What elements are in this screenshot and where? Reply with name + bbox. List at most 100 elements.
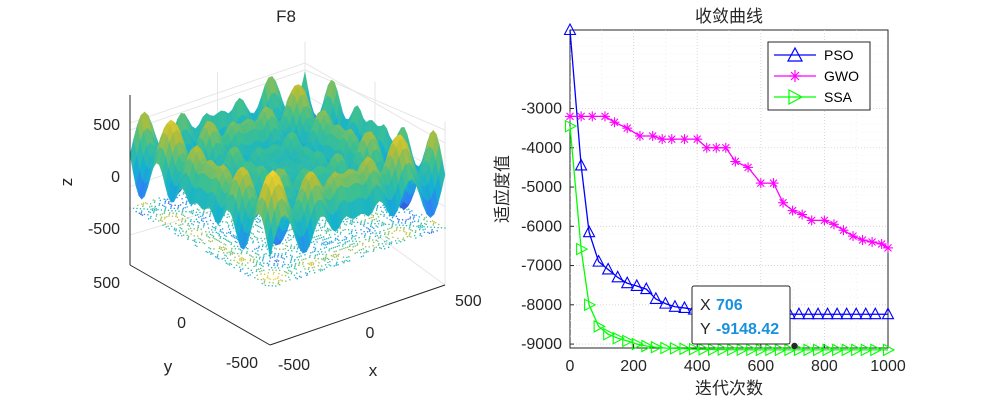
contour-point xyxy=(345,247,347,249)
contour-point xyxy=(388,215,391,217)
contour-point xyxy=(192,239,194,242)
contour-point xyxy=(173,207,176,210)
contour-point xyxy=(322,239,324,241)
contour-point xyxy=(367,227,370,230)
contour-point xyxy=(230,243,232,246)
contour-point xyxy=(406,235,409,238)
contour-point xyxy=(418,224,420,227)
contour-point xyxy=(253,265,255,268)
contour-point xyxy=(231,224,234,227)
contour-point xyxy=(324,258,326,260)
contour-point xyxy=(261,282,263,285)
contour-point xyxy=(224,259,227,262)
contour-point xyxy=(371,213,373,216)
contour-point xyxy=(375,239,377,241)
contour-point xyxy=(294,258,296,261)
contour-point xyxy=(351,236,353,238)
datatip[interactable]: X 706 Y -9148.42 xyxy=(691,285,798,350)
data-point-pso xyxy=(868,307,882,320)
data-point-ssa xyxy=(660,341,673,355)
contour-point xyxy=(363,223,365,226)
contour-point xyxy=(342,229,344,231)
contour-point xyxy=(250,232,253,234)
contour-point xyxy=(285,255,288,258)
contour-point xyxy=(373,241,375,244)
contour-point xyxy=(264,279,266,281)
contour-point xyxy=(399,241,402,243)
contour-point xyxy=(201,218,203,220)
contour-point xyxy=(290,245,292,248)
contour-point xyxy=(185,202,188,204)
contour-point xyxy=(410,221,412,224)
contour-point xyxy=(295,268,297,270)
contour-point xyxy=(387,246,390,249)
contour-point xyxy=(403,228,405,231)
contour-point xyxy=(271,256,274,259)
contour-point xyxy=(312,263,314,266)
contour-point xyxy=(155,209,157,212)
contour-point xyxy=(268,263,270,265)
contour-point xyxy=(156,213,158,216)
contour-point xyxy=(270,266,273,269)
contour-point xyxy=(256,274,258,277)
contour-point xyxy=(227,213,229,215)
data-point-pso xyxy=(830,307,844,320)
contour-point xyxy=(342,220,345,223)
contour-point xyxy=(326,227,329,230)
contour-point xyxy=(388,243,391,245)
contour-point xyxy=(240,258,243,261)
contour-point xyxy=(219,246,221,248)
contour-point xyxy=(409,217,411,220)
contour-point xyxy=(242,259,244,261)
contour-point xyxy=(346,221,348,223)
contour-point xyxy=(200,228,202,230)
contour-point xyxy=(296,277,298,280)
contour-point xyxy=(371,239,374,241)
contour-point xyxy=(322,253,324,255)
contour-point xyxy=(273,255,276,258)
contour-point xyxy=(348,248,350,251)
contour-point xyxy=(164,216,166,219)
contour-point xyxy=(261,227,263,229)
contour-point xyxy=(223,257,225,259)
contour-point xyxy=(212,222,214,225)
contour-point xyxy=(244,273,246,275)
contour-point xyxy=(153,210,155,212)
contour-point xyxy=(330,247,333,250)
data-point-gwo xyxy=(666,134,677,145)
contour-point xyxy=(361,244,364,246)
contour-point xyxy=(433,221,435,223)
contour-point xyxy=(238,266,241,268)
datatip-x-value: 706 xyxy=(716,297,743,314)
contour-point xyxy=(160,216,163,218)
contour-point xyxy=(405,224,408,227)
contour-point xyxy=(431,220,434,222)
contour-point xyxy=(263,273,266,275)
contour-point xyxy=(187,217,189,219)
contour-point xyxy=(140,203,143,205)
contour-point xyxy=(132,207,135,209)
contour-point xyxy=(336,238,339,241)
contour-point xyxy=(385,211,388,214)
contour-point xyxy=(278,272,280,275)
contour-point xyxy=(146,208,149,210)
contour-point xyxy=(198,237,200,240)
contour-point xyxy=(391,223,394,226)
contour-point xyxy=(325,246,328,249)
contour-point xyxy=(327,237,330,239)
contour-point xyxy=(257,268,260,270)
contour-point xyxy=(297,259,300,261)
contour-point xyxy=(239,257,241,260)
contour-point xyxy=(298,255,300,258)
contour-point xyxy=(399,226,402,229)
contour-point xyxy=(287,237,289,239)
contour-point xyxy=(182,214,185,217)
contour-point xyxy=(416,225,418,227)
contour-point xyxy=(382,224,385,226)
contour-point xyxy=(438,223,440,226)
contour-point xyxy=(313,257,316,260)
contour-point xyxy=(191,230,193,232)
contour-point xyxy=(376,207,378,210)
contour-point xyxy=(363,215,366,217)
convergence-x-tick-label: 0 xyxy=(566,358,575,375)
